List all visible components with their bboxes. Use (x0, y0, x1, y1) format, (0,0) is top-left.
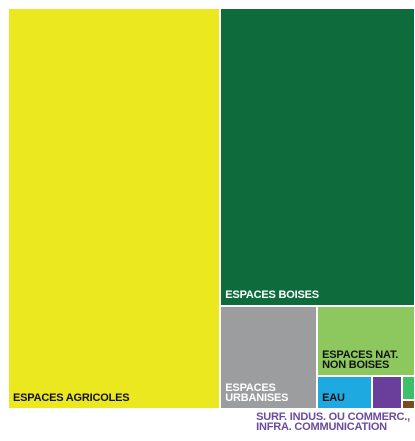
cell-label: ESPACES AGRICOLES (13, 392, 130, 404)
treemap-cell (318, 377, 371, 408)
cell-label: ESPACES BOISES (225, 289, 319, 302)
treemap-cell (318, 307, 414, 376)
treemap-cell (402, 377, 414, 400)
treemap-cell (372, 377, 401, 408)
treemap-cell (221, 9, 414, 306)
cell-label: EAU (322, 392, 345, 404)
cell-label: SURF. INDUS. OU COMMERC., INFRA. COMMUNI… (256, 411, 410, 433)
cell-label: ESPACES NAT. NON BOISES (322, 349, 399, 372)
cell-label: ESPACES URBANISES (225, 382, 289, 404)
treemap-cell (402, 401, 414, 408)
treemap-cell (9, 9, 220, 408)
treemap-cell (221, 307, 317, 408)
